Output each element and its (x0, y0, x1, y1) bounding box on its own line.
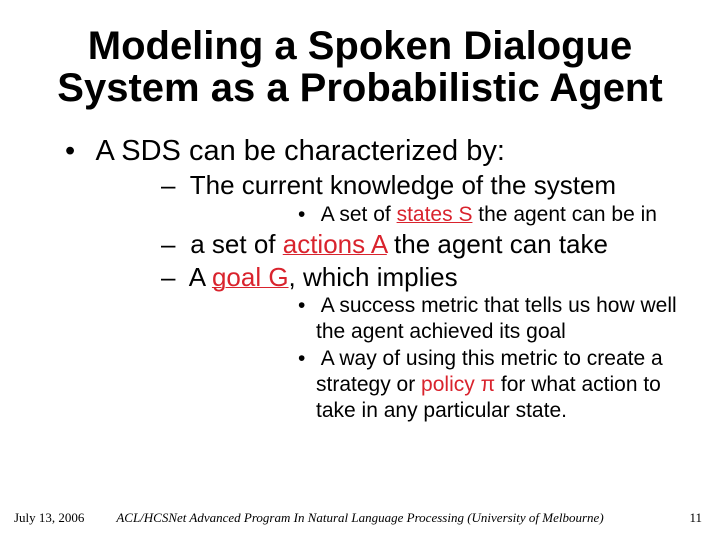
bullet-text: the agent can be in (472, 203, 656, 226)
bullet-text: the agent can take (387, 229, 608, 259)
bullet-list: A SDS can be characterized by: The curre… (35, 133, 685, 424)
bullet-text: A success metric that tells us how well … (316, 294, 677, 343)
bullet-level3: A set of states S the agent can be in (298, 202, 685, 228)
bullet-text: A set of (321, 203, 397, 226)
term-policy: policy (421, 373, 475, 396)
footer: July 13, 2006 ACL/HCSNet Advanced Progra… (0, 510, 720, 526)
bullet-level3: A way of using this metric to create a s… (298, 346, 685, 425)
footer-venue: ACL/HCSNet Advanced Program In Natural L… (14, 510, 706, 526)
bullet-level2: A goal G, which implies A success metric… (161, 261, 685, 425)
footer-pageno: 11 (689, 510, 702, 526)
bullet-text: The current knowledge of the system (190, 170, 616, 200)
term-actions: actions A (283, 229, 387, 259)
bullet-text: A (189, 262, 212, 292)
bullet-text: , which implies (289, 262, 458, 292)
term-states: states S (397, 203, 473, 226)
bullet-level2: The current knowledge of the system A se… (161, 169, 685, 228)
slide-title: Modeling a Spoken Dialogue System as a P… (35, 25, 685, 109)
bullet-text: A SDS can be characterized by: (95, 135, 504, 167)
bullet-level1: A SDS can be characterized by: The curre… (65, 133, 685, 424)
term-goal: goal G (212, 262, 289, 292)
bullet-level2: a set of actions A the agent can take (161, 228, 685, 261)
bullet-text: a set of (190, 229, 283, 259)
bullet-level3: A success metric that tells us how well … (298, 293, 685, 346)
footer-date: July 13, 2006 (14, 510, 84, 526)
term-pi: π (475, 373, 501, 396)
slide: Modeling a Spoken Dialogue System as a P… (0, 0, 720, 540)
